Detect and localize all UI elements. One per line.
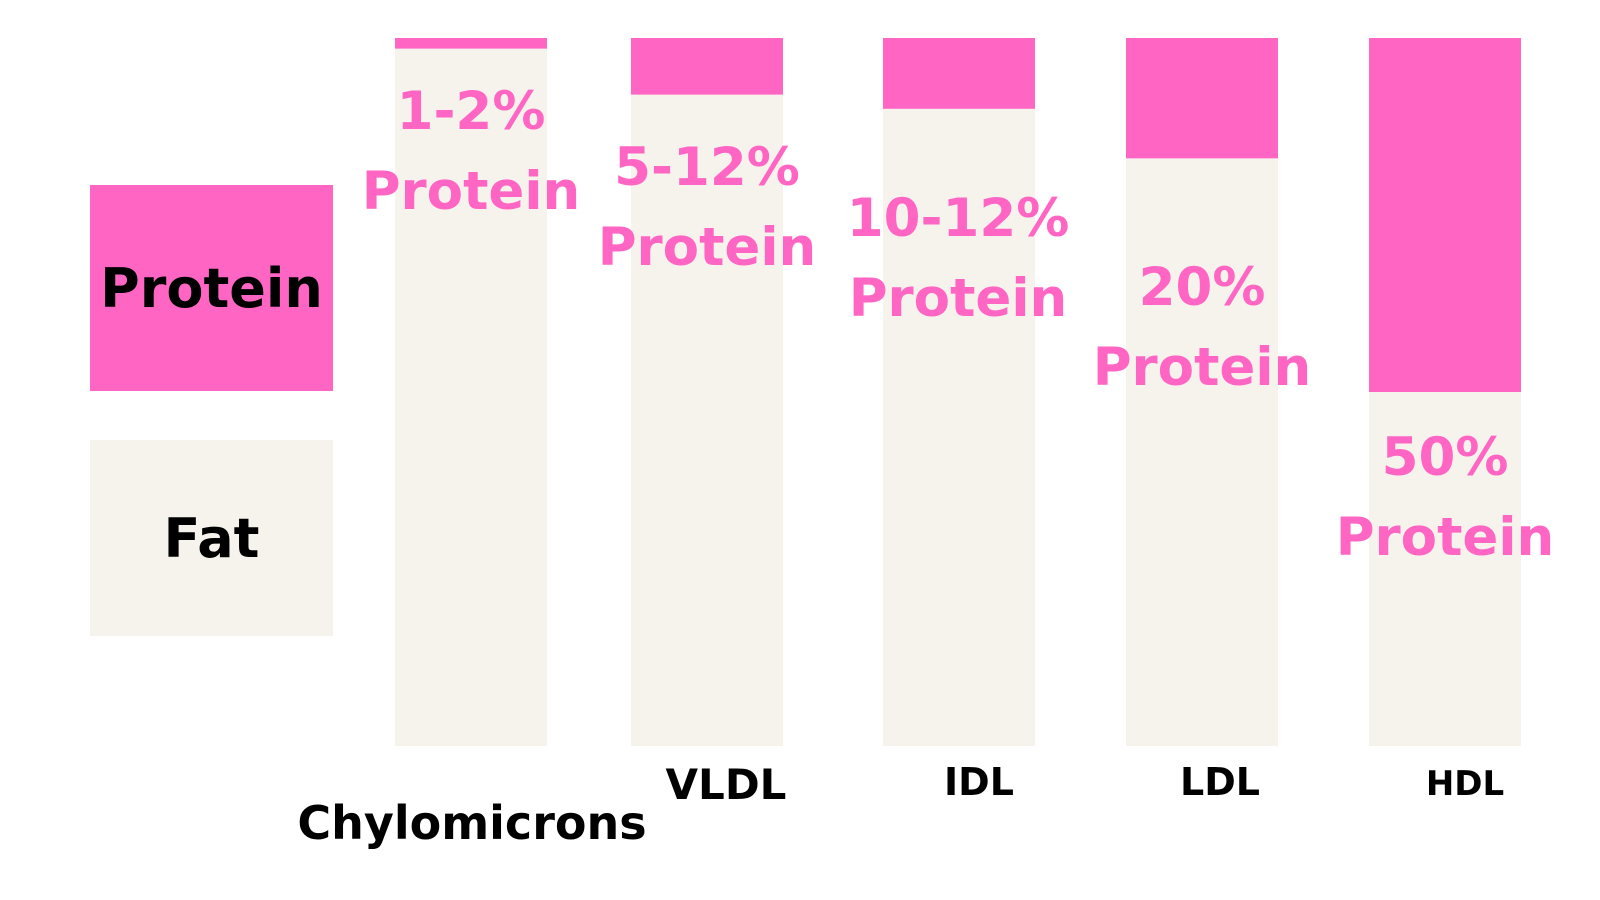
legend-protein-label: Protein [100, 256, 323, 320]
category-label-chylomicrons: Chylomicrons [297, 796, 647, 850]
legend-fat: Fat [90, 440, 333, 636]
bar-fat-idl [883, 108, 1035, 747]
legend-protein: Protein [90, 185, 333, 391]
annotation-chylomicrons: 1-2% Protein [361, 81, 581, 222]
category-label-ldl: LDL [1180, 760, 1260, 804]
annotation-hdl: 50% Protein [1335, 427, 1555, 568]
bar-fat-vldl [631, 94, 783, 746]
category-label-hdl: HDL [1425, 764, 1505, 804]
bar-fat-hdl [1369, 392, 1521, 746]
annotation-idl: 10-12% Protein [846, 188, 1070, 329]
bar-protein-vldl [631, 38, 783, 95]
annotation-ldl: 20% Protein [1092, 257, 1312, 398]
bar-protein-ldl [1126, 38, 1278, 159]
category-label-vldl: VLDL [665, 760, 787, 809]
bar-fat-ldl [1126, 158, 1278, 747]
bar-protein-hdl [1369, 38, 1521, 392]
legend-fat-label: Fat [163, 506, 260, 570]
bar-protein-idl [883, 38, 1035, 109]
annotation-vldl: 5-12% Protein [597, 137, 817, 278]
category-label-idl: IDL [944, 760, 1014, 804]
bar-protein-chylomicrons [395, 38, 547, 49]
bar-fat-chylomicrons [395, 48, 547, 747]
